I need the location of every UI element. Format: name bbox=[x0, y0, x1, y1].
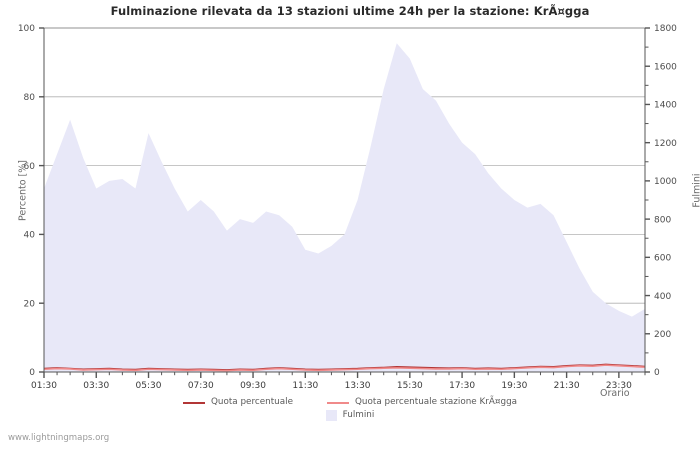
y-tick-label-left: 100 bbox=[18, 24, 35, 34]
y-tick-label-right: 800 bbox=[654, 215, 671, 225]
y-tick-label-right: 1600 bbox=[654, 62, 677, 72]
y-tick-label-right: 1800 bbox=[654, 24, 677, 34]
x-tick-label: 23:30 bbox=[606, 381, 632, 391]
series-line-station bbox=[43, 364, 646, 372]
y-axis-right-label: Fulmini bbox=[691, 173, 700, 208]
legend-swatch-area-fulmini bbox=[325, 410, 337, 421]
legend-row-secondary: Fulmini bbox=[0, 409, 700, 422]
series-area-fulmini bbox=[44, 43, 645, 372]
footer-url: www.lightningmaps.org bbox=[8, 433, 110, 443]
y-tick-label-left: 0 bbox=[29, 368, 35, 378]
legend-label-quota-percentuale: Quota percentuale bbox=[210, 397, 293, 407]
y-tick-label-left: 80 bbox=[24, 93, 36, 103]
x-axis-label: Orario bbox=[600, 388, 630, 399]
y-tick-label-right: 0 bbox=[654, 368, 660, 378]
y-tick-label-left: 60 bbox=[24, 162, 36, 172]
legend-swatch-line-station bbox=[327, 401, 349, 404]
x-tick-label: 07:30 bbox=[188, 381, 214, 391]
y-tick-label-right: 1000 bbox=[654, 177, 677, 187]
x-tick-label: 03:30 bbox=[83, 381, 109, 391]
x-tick-label: 11:30 bbox=[292, 381, 318, 391]
legend-row-primary: Quota percentuale Quota percentuale staz… bbox=[0, 396, 700, 409]
x-tick-label: 17:30 bbox=[449, 381, 475, 391]
legend-item-quota-percentuale: Quota percentuale bbox=[182, 396, 293, 409]
x-tick-label: 09:30 bbox=[240, 381, 266, 391]
x-tick-label: 13:30 bbox=[345, 381, 371, 391]
y-tick-label-right: 1400 bbox=[654, 101, 677, 111]
x-tick-label: 15:30 bbox=[397, 381, 423, 391]
y-tick-label-right: 1200 bbox=[654, 139, 677, 149]
legend-item-quota-percentuale-stazione: Quota percentuale stazione KrÃ¤gga bbox=[327, 396, 517, 409]
legend-label-quota-percentuale-stazione: Quota percentuale stazione KrÃ¤gga bbox=[355, 397, 518, 407]
y-tick-label-left: 20 bbox=[24, 299, 36, 309]
x-tick-label: 01:30 bbox=[31, 381, 57, 391]
y-axis-left-label: Percento [%] bbox=[17, 159, 29, 222]
chart-legend: Quota percentuale Quota percentuale staz… bbox=[0, 396, 700, 422]
x-tick-label: 05:30 bbox=[136, 381, 162, 391]
y-tick-label-right: 200 bbox=[654, 330, 671, 340]
y-tick-label-left: 40 bbox=[24, 231, 36, 241]
chart-title: Fulminazione rilevata da 13 stazioni ult… bbox=[110, 4, 590, 18]
legend-item-fulmini: Fulmini bbox=[325, 409, 375, 422]
x-tick-label: 21:30 bbox=[554, 381, 580, 391]
legend-swatch-line-total bbox=[182, 401, 205, 404]
y-tick-label-right: 400 bbox=[654, 292, 671, 302]
legend-label-fulmini: Fulmini bbox=[342, 410, 375, 420]
x-tick-label: 19:30 bbox=[501, 381, 527, 391]
y-tick-label-right: 600 bbox=[654, 254, 671, 264]
